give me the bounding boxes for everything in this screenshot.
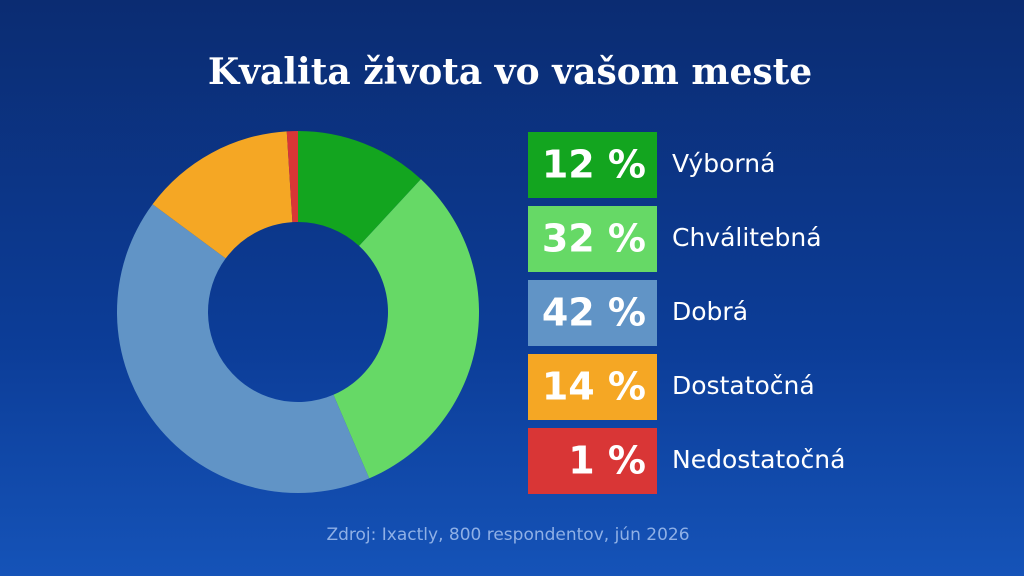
legend-swatch xyxy=(528,206,657,272)
donut-slice xyxy=(286,131,298,223)
donut-slice xyxy=(298,131,421,246)
donut-slice xyxy=(116,204,370,494)
value-label: 42 % xyxy=(542,291,646,335)
legend-label: Dostatočná xyxy=(672,371,815,400)
value-label: 12 % xyxy=(542,143,646,187)
legend-label: Chválitebná xyxy=(672,223,822,252)
donut-slice xyxy=(152,131,293,259)
legend-label: Výborná xyxy=(672,149,775,178)
legend-swatch xyxy=(528,428,657,494)
legend-label: Dobrá xyxy=(672,297,748,326)
legend-label: Nedostatočná xyxy=(672,445,845,474)
source: Zdroj: Ixactly, 800 respondentov, jún 20… xyxy=(326,525,689,545)
value-label: 14 % xyxy=(542,365,646,409)
chart-title: Kvalita života vo vašom meste xyxy=(208,51,812,93)
value-label: 32 % xyxy=(542,217,646,261)
value-label: 1 % xyxy=(568,439,646,483)
donut-slice xyxy=(333,179,479,479)
legend-swatch xyxy=(528,280,657,346)
legend-swatch xyxy=(528,132,657,198)
legend-swatch xyxy=(528,354,657,420)
donut xyxy=(116,131,479,494)
legend: 12 % Výborná 32 % Chválitebná 42 % Dobrá 14 % D… xyxy=(528,132,845,494)
